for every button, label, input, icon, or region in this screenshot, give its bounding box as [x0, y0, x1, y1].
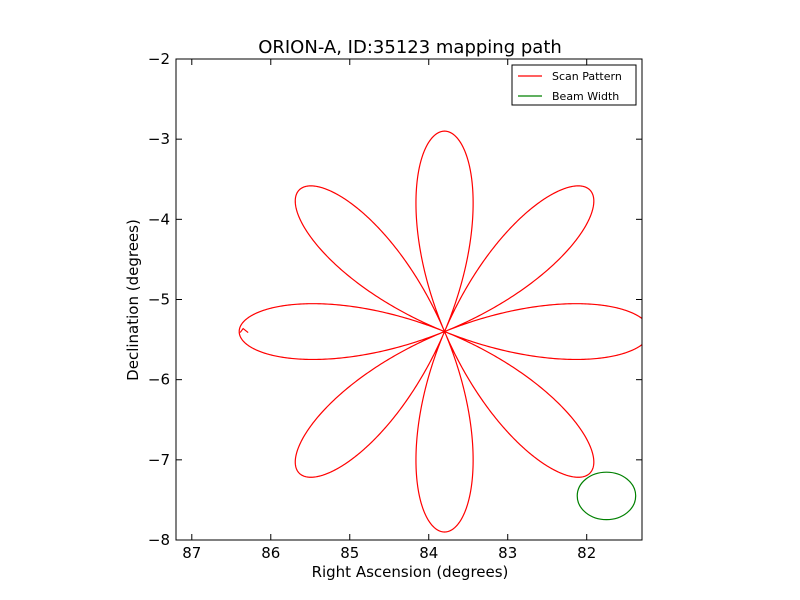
x-tick-label: 82 [577, 544, 596, 562]
plot-frame [175, 58, 643, 541]
x-tick-label: 86 [261, 544, 280, 562]
y-tick-label: −2 [148, 50, 170, 68]
chart-title: ORION-A, ID:35123 mapping path [258, 37, 562, 58]
legend: Scan Pattern Beam Width [511, 64, 637, 106]
y-tick-label: −3 [148, 130, 170, 148]
scan-pattern-line [238, 130, 642, 533]
beam-width-circle [576, 471, 637, 521]
x-tick-label: 85 [340, 544, 359, 562]
legend-label: Beam Width [552, 90, 619, 103]
x-tick-label: 84 [419, 544, 438, 562]
plot-area [238, 130, 642, 533]
legend-box [511, 64, 637, 106]
y-tick-label: −6 [148, 371, 170, 389]
x-tick-label: 87 [182, 544, 201, 562]
scan-pattern-start [239, 327, 249, 334]
x-axis-ticks: 87 86 85 84 83 82 [182, 59, 596, 562]
x-tick-label: 83 [498, 544, 517, 562]
y-tick-label: −5 [148, 291, 170, 309]
x-axis-label: Right Ascension (degrees) [312, 563, 509, 581]
y-tick-label: −7 [148, 451, 170, 469]
y-axis-ticks: −2 −3 −4 −5 −6 −7 −8 [148, 50, 642, 549]
legend-label: Scan Pattern [552, 70, 622, 83]
y-axis-label: Declination (degrees) [124, 219, 142, 381]
y-tick-label: −8 [148, 531, 170, 549]
y-tick-label: −4 [148, 210, 170, 228]
